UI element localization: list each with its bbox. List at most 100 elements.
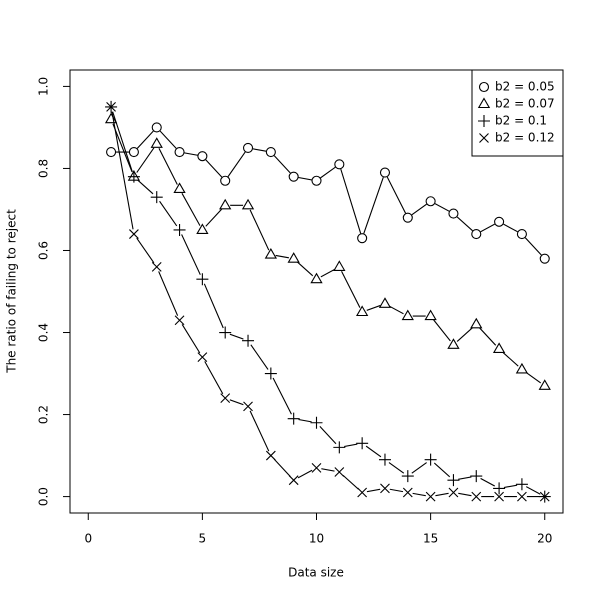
marker — [174, 315, 185, 326]
marker — [106, 146, 117, 158]
marker — [379, 167, 391, 178]
marker — [402, 212, 413, 223]
x-tick-label: 10 — [309, 532, 324, 546]
marker — [174, 146, 185, 158]
x-tick-label: 20 — [537, 532, 552, 546]
marker — [517, 491, 527, 502]
marker-gap — [425, 311, 436, 322]
marker — [380, 483, 390, 494]
marker-gap — [151, 138, 162, 149]
marker-gap — [357, 307, 368, 318]
marker-gap — [197, 224, 208, 235]
marker — [219, 198, 232, 210]
marker — [401, 470, 414, 483]
marker — [287, 412, 300, 425]
marker-gap — [288, 253, 299, 264]
marker — [288, 171, 299, 182]
y-tick-label: 0.4 — [37, 323, 51, 342]
marker-gap — [379, 167, 390, 178]
marker — [378, 453, 391, 466]
x-tick-label: 0 — [84, 532, 92, 546]
marker — [357, 487, 368, 498]
marker — [515, 362, 529, 374]
marker-gap — [265, 249, 276, 260]
y-tick-label: 0.2 — [37, 405, 51, 424]
y-tick-label: 1.0 — [37, 77, 51, 96]
marker — [264, 247, 278, 259]
marker — [425, 196, 436, 207]
marker-gap — [379, 298, 390, 309]
marker — [447, 338, 460, 349]
marker — [310, 272, 323, 284]
legend-label: b2 = 0.07 — [495, 97, 555, 111]
marker-gap — [334, 261, 345, 272]
marker — [333, 441, 346, 454]
marker — [265, 146, 276, 158]
marker-gap — [243, 200, 254, 211]
marker — [470, 470, 483, 483]
marker — [424, 309, 437, 321]
marker — [357, 233, 368, 244]
marker — [333, 260, 346, 271]
x-tick-label: 15 — [423, 532, 438, 546]
marker — [478, 81, 490, 93]
marker-gap — [311, 274, 322, 285]
marker-gap — [265, 147, 276, 158]
marker-gap — [220, 175, 231, 186]
y-tick-label: 0.6 — [37, 241, 51, 260]
marker-gap — [516, 364, 527, 375]
marker — [150, 191, 163, 204]
marker-gap — [288, 171, 299, 182]
marker — [471, 229, 482, 240]
marker — [471, 491, 482, 502]
marker — [151, 122, 162, 133]
marker — [127, 170, 140, 183]
marker-gap — [311, 175, 322, 186]
marker-gap — [174, 183, 185, 194]
series-line — [110, 106, 545, 498]
marker-gap — [334, 159, 345, 170]
marker-gap — [448, 339, 459, 350]
marker — [470, 317, 483, 329]
marker — [494, 216, 505, 227]
marker — [516, 229, 527, 240]
marker — [311, 175, 322, 186]
marker-gap — [220, 200, 231, 211]
marker — [196, 223, 209, 235]
marker — [478, 115, 490, 127]
marker — [173, 182, 186, 194]
marker — [242, 334, 255, 347]
series-line — [110, 106, 546, 498]
marker — [448, 487, 459, 498]
marker-gap — [539, 253, 550, 264]
marker — [448, 208, 459, 219]
marker — [334, 159, 345, 170]
marker — [402, 487, 413, 498]
marker — [493, 482, 506, 495]
marker — [104, 112, 118, 124]
marker — [494, 491, 504, 502]
marker — [287, 252, 300, 263]
x-tick-label: 5 — [199, 532, 207, 546]
marker — [264, 367, 277, 380]
x-axis-label: Data size — [288, 566, 344, 580]
marker — [447, 474, 460, 487]
marker — [424, 453, 437, 466]
marker — [128, 146, 139, 158]
marker — [515, 478, 528, 491]
marker-gap — [471, 229, 482, 240]
marker-gap — [106, 147, 117, 158]
marker — [334, 467, 345, 477]
marker-gap — [174, 147, 185, 158]
marker — [106, 102, 116, 112]
marker — [129, 229, 139, 239]
marker-gap — [402, 311, 413, 322]
marker — [173, 223, 186, 236]
marker — [243, 401, 253, 412]
marker — [539, 491, 550, 502]
legend-label: b2 = 0.05 — [495, 80, 555, 94]
marker-gap — [357, 233, 368, 244]
marker — [196, 273, 209, 286]
legend-label: b2 = 0.12 — [495, 131, 555, 145]
marker — [311, 462, 322, 473]
